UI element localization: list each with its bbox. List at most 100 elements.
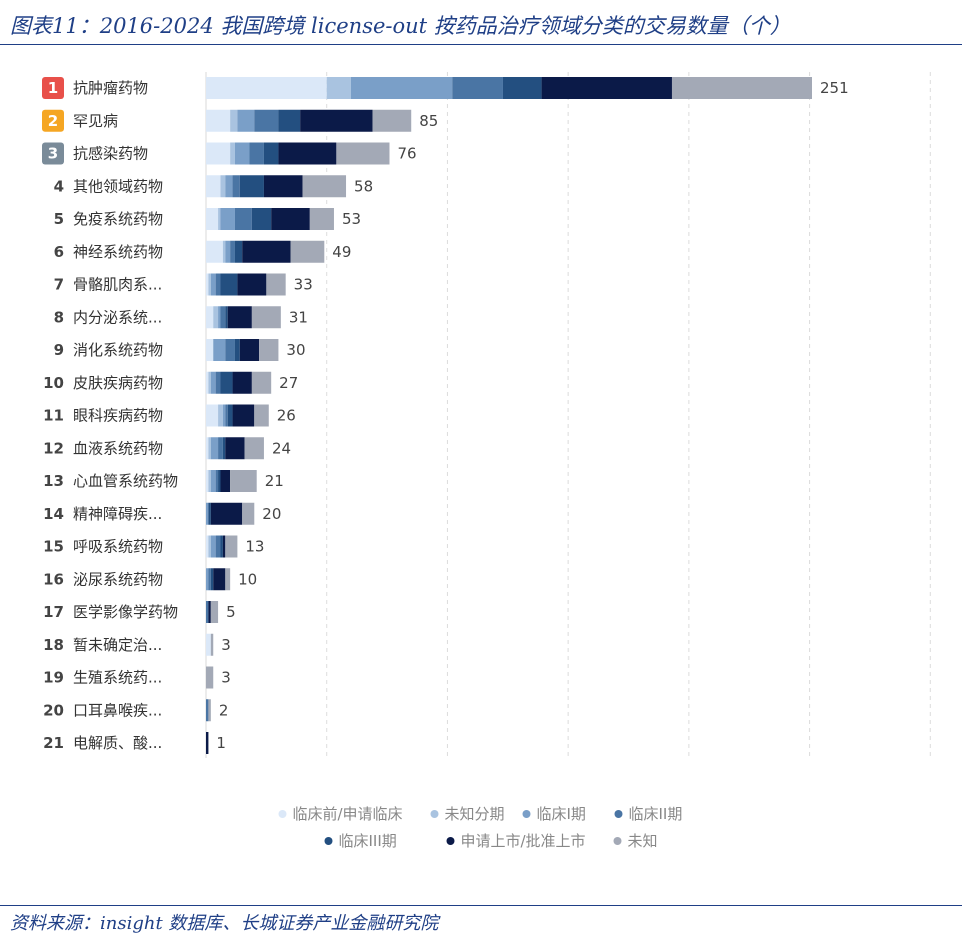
legend-entry[interactable]: 临床II期 xyxy=(629,805,683,823)
chart-grid xyxy=(205,72,931,758)
category-label: 电解质、酸... xyxy=(73,734,162,752)
value-label: 5 xyxy=(226,603,236,621)
bar-segment xyxy=(237,273,267,296)
rank-number: 20 xyxy=(43,701,64,719)
rank-number: 7 xyxy=(54,276,64,294)
bar-segment xyxy=(242,502,255,525)
bar-segment xyxy=(251,306,281,329)
category-label: 免疫系统药物 xyxy=(73,210,163,228)
rank-badge xyxy=(42,109,64,132)
bar-segment xyxy=(326,77,351,99)
bar-stack-group xyxy=(206,77,812,754)
legend-marker xyxy=(278,810,287,818)
bar-segment xyxy=(222,437,226,460)
rank-number: 2 xyxy=(48,112,58,130)
bar-segment xyxy=(309,208,334,230)
legend-marker xyxy=(430,810,439,818)
bar-segment xyxy=(278,142,337,165)
rank-number: 15 xyxy=(43,538,64,556)
bar-segment xyxy=(263,175,303,198)
category-label: 呼吸系统药物 xyxy=(73,538,163,556)
bar-segment xyxy=(220,470,231,492)
legend-entry[interactable]: 临床前/申请临床 xyxy=(293,805,403,823)
bar-segment xyxy=(225,568,231,591)
title-divider xyxy=(0,44,962,45)
bar-segment xyxy=(259,339,279,361)
bar-segment xyxy=(239,175,264,198)
bar-segment xyxy=(271,208,310,230)
bar-segment xyxy=(541,77,672,99)
value-label: 3 xyxy=(221,636,231,654)
bar-segment xyxy=(350,77,453,99)
bar-segment xyxy=(218,470,221,492)
category-label: 精神障碍疾... xyxy=(73,505,162,523)
source-note: 资料来源：insight 数据库、长城证券产业金融研究院 xyxy=(10,913,439,934)
value-label: 3 xyxy=(221,669,231,687)
bar-segment xyxy=(208,699,211,722)
bar-segment xyxy=(210,437,219,460)
value-label: 58 xyxy=(354,177,373,195)
category-label: 抗肿瘤药物 xyxy=(73,79,148,97)
value-label: 21 xyxy=(265,472,284,490)
value-label: 30 xyxy=(286,341,305,359)
bar-segment xyxy=(210,371,216,394)
bar-segment xyxy=(232,404,255,427)
category-label: 抗感染药物 xyxy=(73,145,148,163)
bar-segment xyxy=(225,404,228,427)
category-label: 泌尿系统药物 xyxy=(73,570,163,588)
rank-number: 4 xyxy=(54,177,64,195)
bar-segment xyxy=(213,568,226,591)
bar-segment xyxy=(215,535,221,558)
legend-entry[interactable]: 未知分期 xyxy=(445,805,505,823)
bar-segment xyxy=(222,535,226,558)
bar-segment xyxy=(220,306,226,329)
bar-segment xyxy=(251,371,272,394)
bar-segment xyxy=(225,437,245,460)
bar-segment xyxy=(671,77,812,99)
bar-segment xyxy=(452,77,503,99)
legend-entry[interactable]: 未知 xyxy=(628,832,658,850)
value-label: 13 xyxy=(245,538,264,556)
value-label: 49 xyxy=(332,243,351,261)
bar-segment xyxy=(210,535,216,558)
bar-segment xyxy=(242,240,291,263)
value-label: 26 xyxy=(277,407,296,425)
bar-segment xyxy=(206,699,209,722)
bar-segment xyxy=(206,371,209,394)
rank-number: 3 xyxy=(48,145,58,163)
legend-entry[interactable]: 申请上市/批准上市 xyxy=(461,832,586,850)
bar-segment xyxy=(222,240,226,263)
legend-entry[interactable]: 临床III期 xyxy=(339,832,397,850)
rank-number: 19 xyxy=(43,669,64,687)
bar-segment xyxy=(206,404,219,427)
rank-number: 10 xyxy=(43,374,64,392)
bar-segment xyxy=(239,339,260,361)
category-label: 内分泌系统... xyxy=(73,308,162,326)
category-label: 心血管系统药物 xyxy=(73,472,178,490)
bar-segment xyxy=(227,306,252,329)
legend-marker xyxy=(614,810,623,818)
legend-entry[interactable]: 临床I期 xyxy=(537,805,586,823)
rank-number: 12 xyxy=(43,439,64,457)
bar-segment xyxy=(225,175,233,198)
value-label: 85 xyxy=(419,112,438,130)
rank-number: 8 xyxy=(54,308,64,326)
value-label: 27 xyxy=(279,374,298,392)
bar-segment xyxy=(206,208,219,230)
value-label: 251 xyxy=(820,79,849,97)
bar-segment xyxy=(220,371,233,394)
value-label: 33 xyxy=(294,276,313,294)
category-label: 医学影像学药物 xyxy=(73,603,178,621)
legend-marker xyxy=(613,837,622,845)
bar-segment xyxy=(230,470,257,492)
bar-segment xyxy=(206,109,231,132)
bar-segment xyxy=(210,502,243,525)
bar-segment xyxy=(206,732,209,754)
bar-segment xyxy=(208,535,211,558)
legend-marker xyxy=(324,837,333,845)
bar-segment xyxy=(225,535,238,558)
bar-segment xyxy=(266,273,286,296)
rank-number: 21 xyxy=(43,734,64,752)
bar-segment xyxy=(208,371,211,394)
